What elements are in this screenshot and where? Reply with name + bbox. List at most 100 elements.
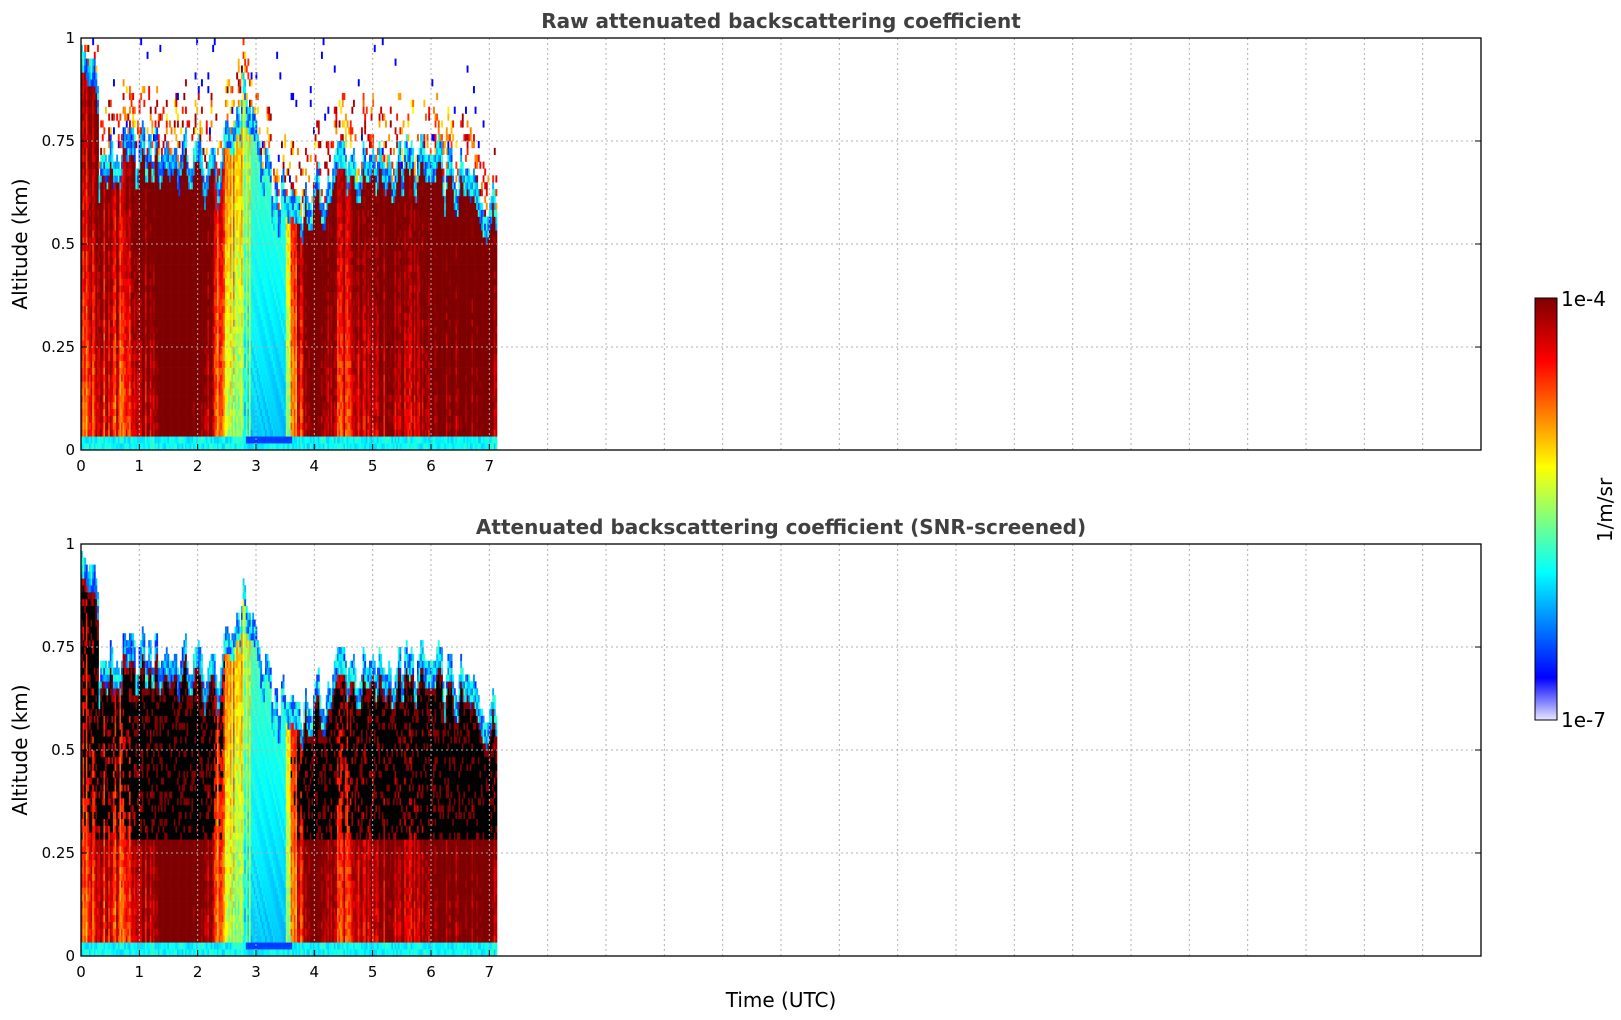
heatmap-cell <box>97 209 99 217</box>
heatmap-cell <box>156 134 159 142</box>
heatmap-cell <box>164 367 167 375</box>
heatmap-cell <box>146 298 149 307</box>
heatmap-cell <box>85 44 88 53</box>
heatmap-cell <box>132 182 135 190</box>
heatmap-cell <box>159 244 162 252</box>
heatmap-cell <box>175 401 178 410</box>
heatmap-cell <box>89 230 91 238</box>
heatmap-cell <box>162 223 165 231</box>
heatmap-cell <box>125 353 128 362</box>
heatmap-cell <box>161 209 163 217</box>
heatmap-cell <box>161 278 163 286</box>
heatmap-cell <box>130 264 133 272</box>
heatmap-cell <box>148 223 151 231</box>
heatmap-cell <box>90 195 93 204</box>
heatmap-cell <box>117 415 120 423</box>
heatmap-cell <box>161 360 163 368</box>
heatmap-cell <box>119 326 122 334</box>
heatmap-cell <box>156 175 159 183</box>
heatmap-cell <box>84 154 87 162</box>
heatmap-cell <box>148 257 151 265</box>
heatmap-cell <box>103 401 106 410</box>
heatmap-cell <box>170 422 173 430</box>
heatmap-cell <box>146 175 149 183</box>
heatmap-cell <box>156 401 159 410</box>
heatmap-cell <box>159 298 162 307</box>
heatmap-cell <box>89 189 91 197</box>
heatmap-cell <box>157 422 160 430</box>
heatmap-cell <box>97 292 99 300</box>
heatmap-cell <box>141 381 144 389</box>
heatmap-cell <box>146 51 149 59</box>
heatmap-cell <box>173 298 176 307</box>
heatmap-cell <box>93 395 96 403</box>
heatmap-cell <box>145 353 147 362</box>
heatmap-cell <box>117 216 120 224</box>
heatmap-cell <box>133 360 136 368</box>
heatmap-cell <box>153 395 155 403</box>
heatmap-cell <box>129 367 131 375</box>
heatmap-cell <box>125 381 128 389</box>
heatmap-cell <box>146 333 149 341</box>
heatmap-cell <box>170 353 173 362</box>
heatmap-cell <box>143 216 146 224</box>
heatmap-cell <box>165 244 168 252</box>
heatmap-cell <box>140 271 143 279</box>
heatmap-cell <box>124 401 127 410</box>
heatmap-cell <box>101 326 104 334</box>
heatmap-cell <box>130 292 133 300</box>
heatmap-cell <box>109 250 112 259</box>
heatmap-cell <box>132 250 135 259</box>
heatmap-cell <box>137 367 139 375</box>
heatmap-cell <box>97 374 99 382</box>
heatmap-cell <box>154 175 157 183</box>
heatmap-cell <box>97 285 99 293</box>
heatmap-cell <box>145 436 147 444</box>
heatmap-cell <box>108 134 111 142</box>
heatmap-cell <box>93 415 96 423</box>
heatmap-cell <box>108 353 111 362</box>
heatmap-cell <box>127 360 130 368</box>
heatmap-cell <box>173 278 176 286</box>
heatmap-cell <box>148 278 151 286</box>
heatmap-cell <box>164 285 167 293</box>
heatmap-cell <box>149 141 152 149</box>
heatmap-cell <box>148 216 151 224</box>
heatmap-cell <box>113 113 115 121</box>
heatmap-cell <box>103 443 106 451</box>
heatmap-cell <box>167 223 170 231</box>
heatmap-cell <box>95 216 98 224</box>
heatmap-cell <box>157 436 160 444</box>
heatmap-cell <box>92 374 95 382</box>
heatmap-cell <box>165 175 168 183</box>
heatmap-cell <box>146 154 149 162</box>
heatmap-cell <box>159 429 162 437</box>
heatmap-cell <box>217 147 219 156</box>
heatmap-cell <box>130 154 133 162</box>
heatmap-cell <box>185 147 187 156</box>
heatmap-cell <box>143 374 146 382</box>
heatmap-cell <box>127 141 130 149</box>
heatmap-cell <box>106 244 109 252</box>
heatmap-cell <box>95 195 98 204</box>
heatmap-cell <box>109 99 112 107</box>
heatmap-cell <box>93 161 96 169</box>
heatmap-cell <box>130 333 133 341</box>
heatmap-cell <box>133 285 136 293</box>
heatmap-cell <box>154 141 157 149</box>
heatmap-cell <box>140 168 143 176</box>
heatmap-cell <box>111 147 114 156</box>
heatmap-cell <box>108 374 111 382</box>
heatmap-cell <box>114 223 117 231</box>
heatmap-cell <box>156 250 159 259</box>
heatmap-cell <box>167 401 170 410</box>
heatmap-cell <box>156 223 159 231</box>
heatmap-cell <box>111 436 114 444</box>
heatmap-cell <box>167 340 170 348</box>
heatmap-cell <box>114 257 117 265</box>
heatmap-cell <box>122 223 125 231</box>
heatmap-cell <box>100 230 103 238</box>
heatmap-cell <box>133 319 136 327</box>
heatmap-cell <box>151 305 154 313</box>
heatmap-cell <box>215 113 218 121</box>
